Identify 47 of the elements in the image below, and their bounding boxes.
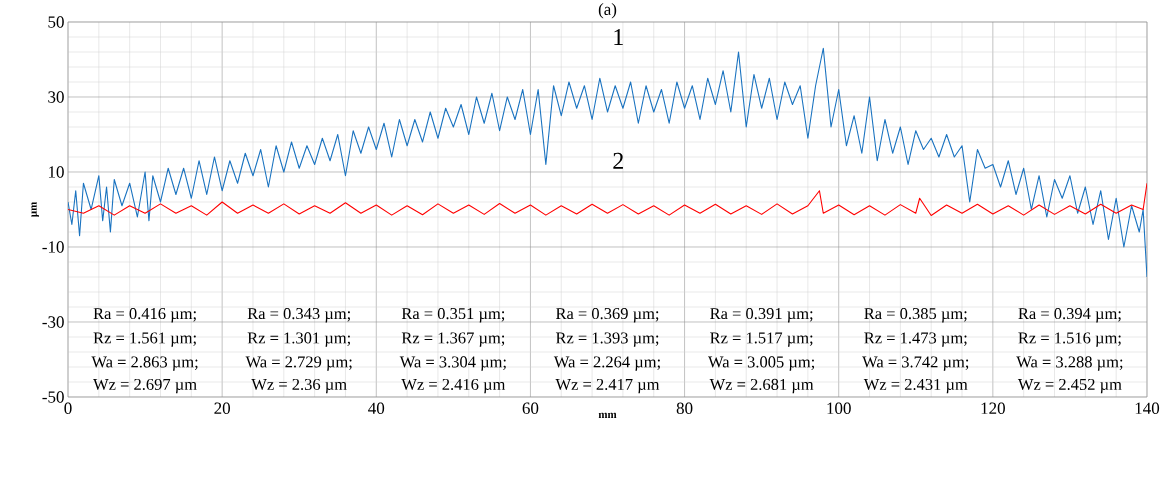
annotation: Ra = 0.391 µm; xyxy=(710,307,813,323)
annotation: Wz = 2.36 µm xyxy=(251,378,347,394)
series-label: 2 xyxy=(613,152,623,169)
annotation: Wz = 2.452 µm xyxy=(1017,378,1122,394)
y-tick-label: 50 xyxy=(48,16,64,28)
annotation: Wa = 2.729 µm; xyxy=(245,356,352,371)
x-tick-label: 100 xyxy=(827,402,851,414)
annotation: Ra = 0.416 µm; xyxy=(93,307,196,323)
annotation: Ra = 0.343 µm; xyxy=(247,307,350,323)
y-tick-label: -30 xyxy=(42,316,64,328)
x-tick-label: 20 xyxy=(214,402,231,414)
annotation: Wz = 2.681 µm xyxy=(709,378,814,394)
y-tick-label: -10 xyxy=(42,241,64,253)
annotation: Ra = 0.394 µm; xyxy=(1018,307,1121,323)
x-tick-label: 120 xyxy=(981,402,1005,414)
annotation: Ra = 0.369 µm; xyxy=(555,307,659,323)
annotation: Rz = 1.517 µm; xyxy=(710,332,813,347)
annotation: Wa = 3.742 µm; xyxy=(862,356,969,371)
y-tick-label: 10 xyxy=(48,166,64,178)
annotation: Wa = 2.264 µm; xyxy=(553,356,660,371)
annotation: Rz = 1.301 µm; xyxy=(247,332,350,347)
annotation: Wa = 2.863 µm; xyxy=(91,356,198,371)
annotation: Wa = 3.304 µm; xyxy=(399,356,506,371)
annotation: Wz = 2.417 µm xyxy=(555,378,660,394)
annotation: Wz = 2.431 µm xyxy=(863,378,968,394)
annotation: Rz = 1.367 µm; xyxy=(401,332,505,347)
annotation: Rz = 1.473 µm; xyxy=(864,332,967,347)
x-tick-label: 40 xyxy=(368,402,385,414)
annotation: Wa = 3.005 µm; xyxy=(708,356,815,371)
annotation: Ra = 0.351 µm; xyxy=(401,307,505,323)
x-tick-label: 140 xyxy=(1135,402,1160,414)
annotation: Wa = 3.288 µm; xyxy=(1016,356,1123,371)
y-tick-label: 30 xyxy=(48,91,64,103)
annotation: Wz = 2.416 µm xyxy=(401,378,506,394)
chart-title: (a) xyxy=(598,3,617,19)
y-tick-label: -50 xyxy=(42,391,64,403)
annotation: Wz = 2.697 µm xyxy=(93,378,197,394)
x-tick-label: 60 xyxy=(522,402,539,414)
annotation: Rz = 1.393 µm; xyxy=(555,332,659,347)
series-label: 1 xyxy=(614,29,623,45)
annotation: Rz = 1.561 µm; xyxy=(93,332,196,347)
annotation: Ra = 0.385 µm; xyxy=(864,307,967,323)
x-tick-label: 0 xyxy=(64,402,72,414)
x-tick-label: 80 xyxy=(676,402,693,414)
x-axis-title: mm xyxy=(598,412,617,419)
annotation: Rz = 1.516 µm; xyxy=(1018,332,1121,347)
y-axis-title: µm xyxy=(31,201,39,218)
